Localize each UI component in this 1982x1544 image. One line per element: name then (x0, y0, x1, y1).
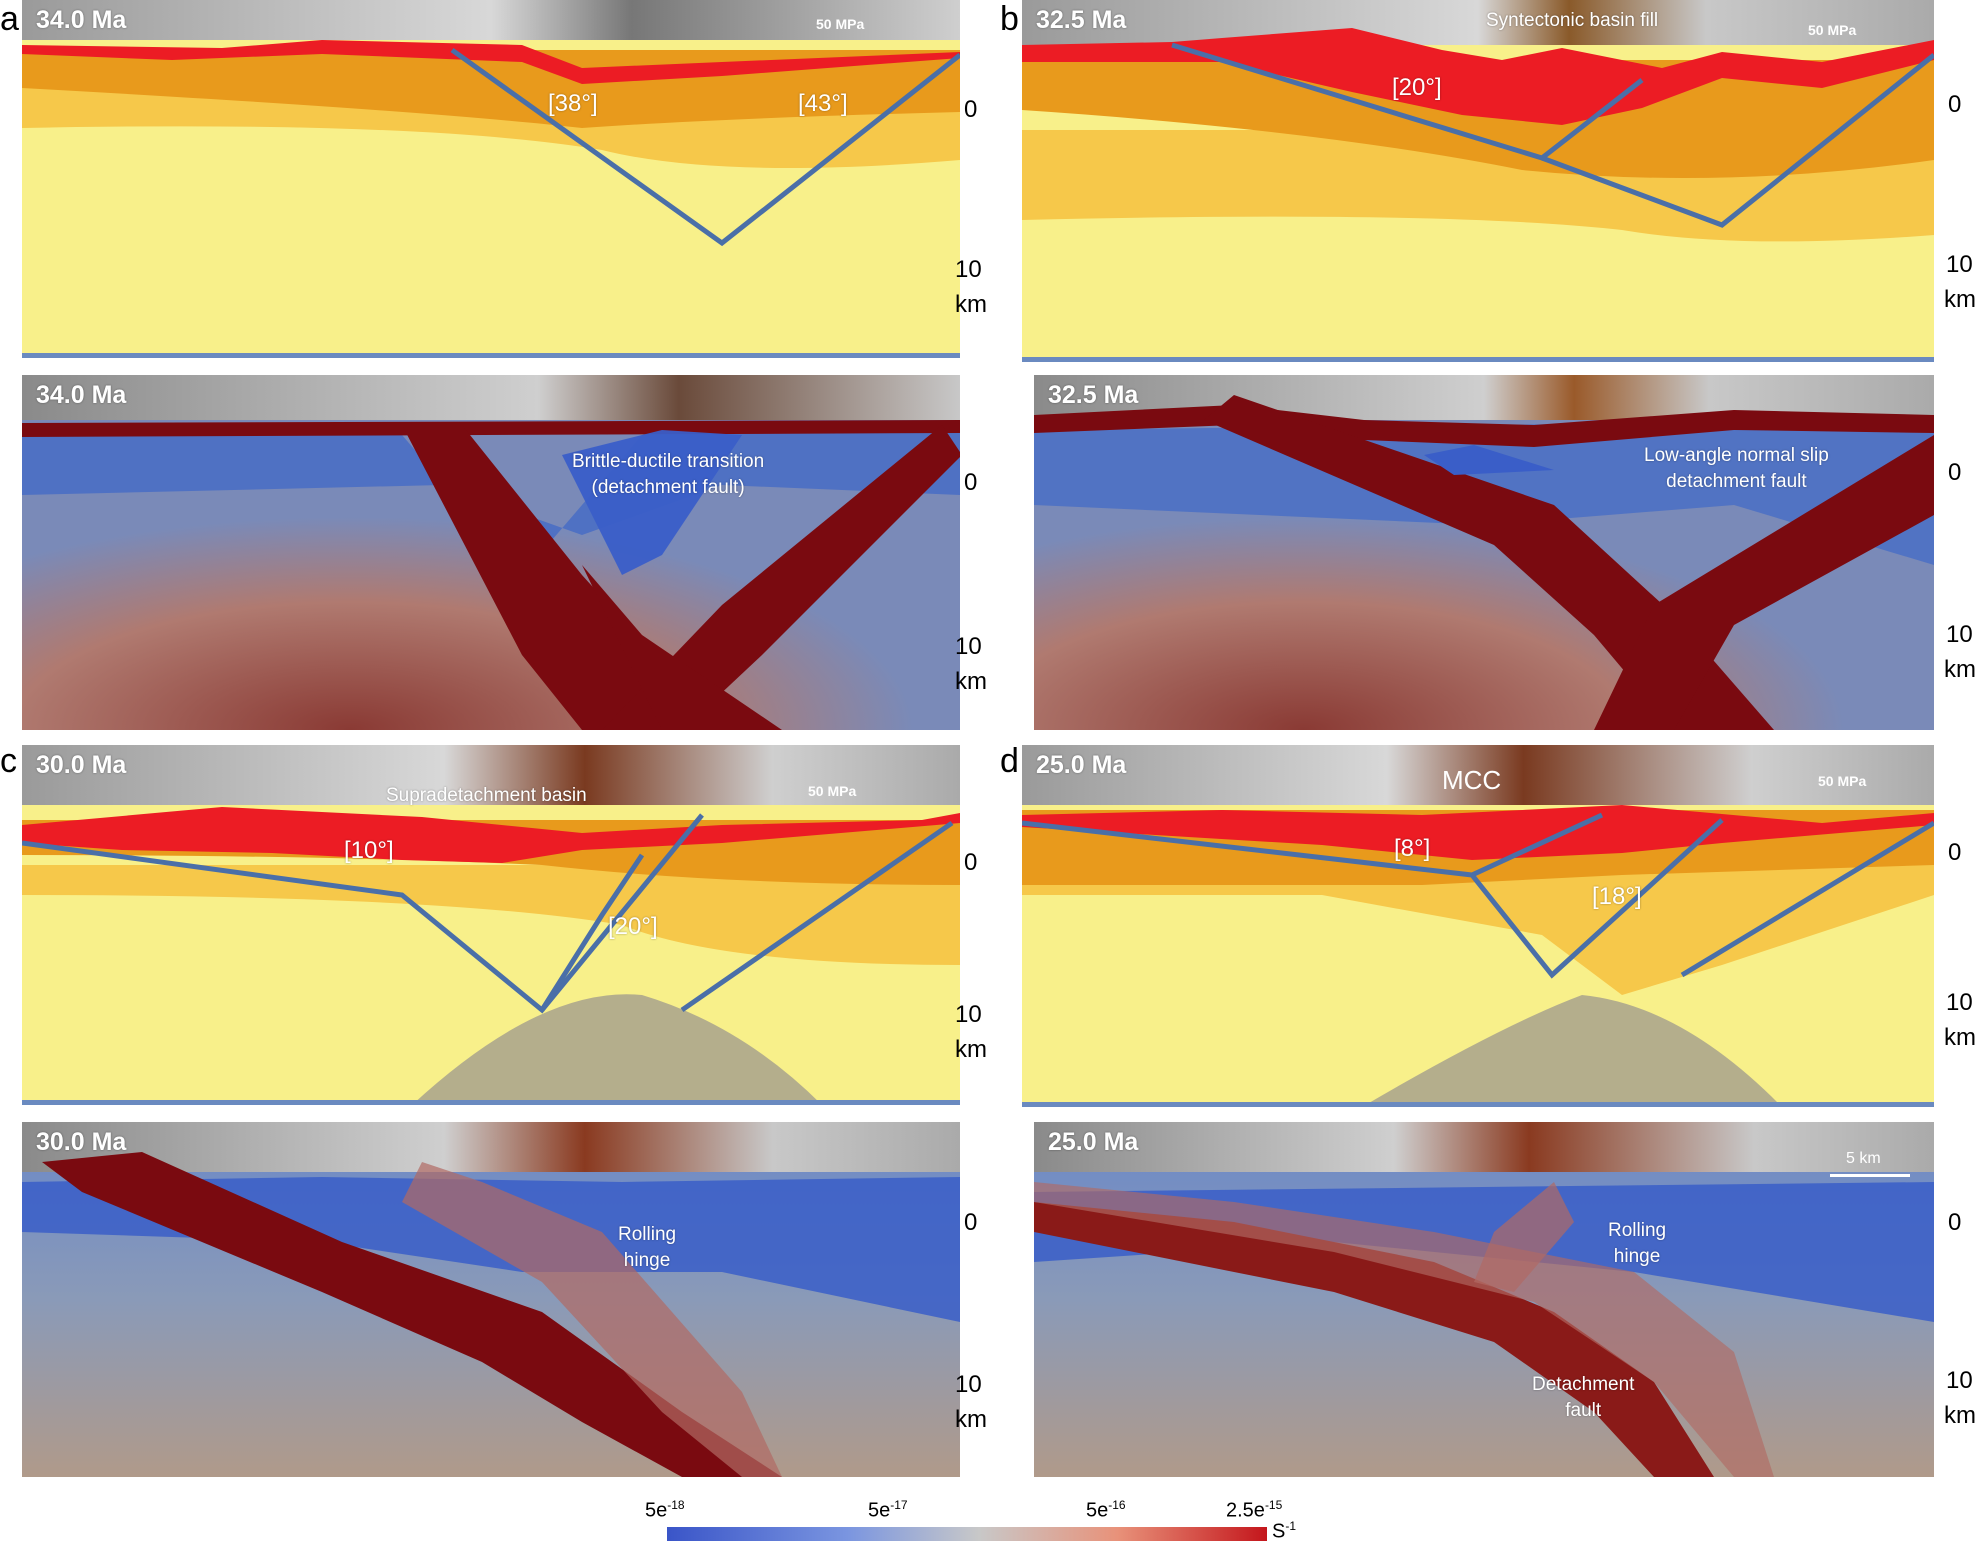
depth-unit: km (955, 1406, 987, 1433)
lithology-map-a (22, 0, 960, 358)
panel-c-top: 30.0 Ma 50 MPa Supradetachment basin [10… (22, 745, 960, 1105)
panel-letter-c: c (0, 742, 17, 780)
depth-label-top: 0 (964, 469, 978, 496)
depth-label-10: 10 (1946, 1367, 1973, 1394)
panel-letter-d: d (1000, 742, 1019, 780)
time-label: 30.0 Ma (36, 751, 127, 779)
panel-d-top: 25.0 Ma 50 MPa MCC [8°] [18°] (1022, 745, 1934, 1107)
colorbar-tick: 5e-18 (645, 1498, 685, 1522)
strain-rate-map-c (22, 1122, 960, 1477)
annotation-syntectonic-basin: Syntectonic basin fill (1486, 10, 1659, 31)
depth-unit: km (955, 668, 987, 695)
annotation-low-angle-slip: Low-angle normal slip detachment fault (1644, 445, 1829, 492)
strain-rate-map-a (22, 375, 960, 730)
lithology-map-c (22, 745, 960, 1105)
fault-angle-label: [20°] (1392, 74, 1442, 101)
stress-scale-label: 50 MPa (816, 16, 865, 32)
stress-scale-label: 50 MPa (808, 783, 857, 799)
annotation-mcc: MCC (1442, 765, 1502, 795)
depth-unit: km (1944, 1024, 1976, 1051)
depth-label-top: 0 (1948, 1209, 1962, 1236)
depth-label-top: 0 (964, 96, 978, 123)
strain-rate-map-d (1034, 1122, 1934, 1477)
annotation-rolling-hinge: Rolling hinge (1608, 1220, 1667, 1267)
depth-label-top: 0 (964, 1209, 978, 1236)
depth-unit: km (955, 1036, 987, 1063)
colorbar-tick: 5e-17 (868, 1498, 908, 1522)
panel-a-top: 34.0 Ma 50 MPa [38°] [43°] (22, 0, 960, 358)
panel-b-top: 32.5 Ma 50 MPa Syntectonic basin fill [2… (1022, 0, 1934, 362)
depth-unit: km (955, 291, 987, 318)
depth-label-10: 10 (955, 1001, 982, 1028)
annotation-brittle-ductile: Brittle-ductile transition (detachment f… (572, 451, 765, 498)
depth-label-10: 10 (955, 633, 982, 660)
annotation-rolling-hinge: Rolling hinge (618, 1224, 677, 1271)
time-label: 30.0 Ma (36, 1128, 127, 1156)
lithology-map-b (1022, 0, 1934, 362)
annotation-supradetachment-basin: Supradetachment basin (386, 785, 587, 806)
strain-rate-colorbar (667, 1527, 1267, 1541)
depth-label-10: 10 (1946, 989, 1973, 1016)
depth-label-10: 10 (1946, 621, 1973, 648)
strain-rate-map-b (1034, 375, 1934, 730)
fault-angle-label: [20°] (608, 913, 658, 940)
depth-label-top: 0 (1948, 91, 1962, 118)
depth-label-10: 10 (955, 1371, 982, 1398)
time-label: 32.5 Ma (1048, 381, 1139, 409)
lithology-map-d (1022, 745, 1934, 1107)
time-label: 32.5 Ma (1036, 6, 1127, 34)
depth-label-top: 0 (1948, 839, 1962, 866)
colorbar-tick: 2.5e-15 (1226, 1498, 1283, 1522)
stress-scale-label: 50 MPa (1818, 773, 1867, 789)
panel-b-bottom: 32.5 Ma Low-angle normal slip detachment… (1034, 375, 1934, 730)
stress-scale-label: 50 MPa (1808, 22, 1857, 38)
depth-label-10: 10 (1946, 251, 1973, 278)
scale-bar-label: 5 km (1846, 1150, 1881, 1167)
time-label: 25.0 Ma (1048, 1128, 1139, 1156)
time-label: 34.0 Ma (36, 381, 127, 409)
depth-unit: km (1944, 656, 1976, 683)
time-label: 25.0 Ma (1036, 751, 1127, 779)
fault-angle-label: [43°] (798, 90, 848, 117)
fault-angle-label: [10°] (344, 837, 394, 864)
depth-unit: km (1944, 1402, 1976, 1429)
depth-label-10: 10 (955, 256, 982, 283)
annotation-detachment-fault: Detachment fault (1532, 1374, 1635, 1421)
depth-label-top: 0 (1948, 459, 1962, 486)
fault-angle-label: [8°] (1394, 835, 1431, 862)
panel-c-bottom: 30.0 Ma Rolling hinge (22, 1122, 960, 1477)
depth-unit: km (1944, 286, 1976, 313)
panel-d-bottom: 25.0 Ma Rolling hinge Detachment fault 5… (1034, 1122, 1934, 1477)
scale-bar (1830, 1174, 1910, 1177)
panel-a-bottom: 34.0 Ma Brittle-ductile transition (deta… (22, 375, 960, 730)
panel-letter-b: b (1000, 0, 1019, 38)
depth-label-top: 0 (964, 849, 978, 876)
time-label: 34.0 Ma (36, 6, 127, 34)
colorbar-unit: S-1 (1272, 1519, 1297, 1543)
panel-letter-a: a (0, 0, 19, 38)
fault-angle-label: [38°] (548, 90, 598, 117)
fault-angle-label: [18°] (1592, 883, 1642, 910)
colorbar-tick: 5e-16 (1086, 1498, 1126, 1522)
